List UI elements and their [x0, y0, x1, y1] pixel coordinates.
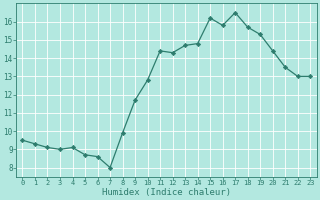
X-axis label: Humidex (Indice chaleur): Humidex (Indice chaleur): [102, 188, 231, 197]
